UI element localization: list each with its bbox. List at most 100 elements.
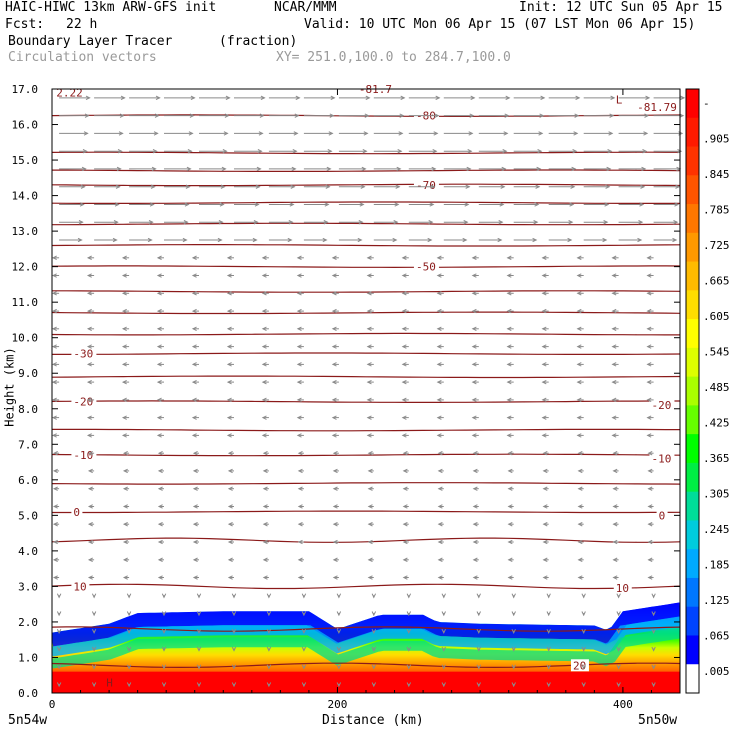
isotherm-line [51,375,681,379]
wind-vector-head [541,379,547,385]
wind-vector-head [192,504,198,509]
y-tick-label: 10.0 [12,332,39,345]
header-valid: Valid: 10 UTC Mon 06 Apr 15 (07 LST Mon … [304,17,696,32]
y-tick-label: 13.0 [12,225,39,238]
wind-vector-head [121,273,127,278]
wind-vector-head [542,450,548,456]
wind-vector-head [182,237,188,243]
wind-vector-head [191,433,197,438]
wind-vector-head [196,664,202,670]
wind-vector-head [401,415,407,420]
wind-vector-head [476,646,481,652]
wind-vector-head [161,628,167,634]
wind-vector-head [297,539,303,545]
wind-vector-head [507,504,513,509]
wind-vector-head [329,113,335,118]
wind-vector-head [471,415,477,420]
wind-vector-head [332,575,338,580]
wind-vector-head [52,468,58,474]
wind-vector-head [150,184,156,189]
wind-vector-head [504,113,510,118]
wind-vector-head [156,344,162,349]
wind-vector-head [126,611,132,617]
wind-vector-head [604,202,610,207]
wind-vector-head [227,468,233,474]
wind-vector-head [427,237,433,243]
wind-vector-head [646,433,652,438]
wind-vector-head [542,575,548,580]
wind-vector-head [297,450,303,456]
wind-vector-head [533,220,539,225]
wind-vector-head [571,166,577,172]
wind-vector-head [506,326,512,332]
wind-vector-head [157,504,163,509]
wind-vector-head [112,237,118,243]
wind-vector-head [220,184,226,189]
isotherm-label-bg [613,582,632,595]
wind-vector-head [402,450,408,456]
wind-vector-head [568,220,574,225]
isotherm-line [51,332,680,336]
wind-vector-head [647,450,653,456]
wind-vector-head [472,575,478,580]
wind-vector-head [539,113,545,118]
wind-vector-head [261,362,267,367]
y-tick-label: 5.0 [18,509,38,522]
wind-vector-head [401,291,407,296]
wind-vector-head [330,95,336,101]
y-tick-label: 1.0 [18,651,38,664]
wind-vector-head [505,95,511,101]
isotherm-label: -10 [651,453,671,466]
wind-vector-head [675,184,681,189]
wind-vector-head [646,326,652,332]
wind-vector-head [152,148,158,154]
wind-vector-head [396,166,402,172]
wind-vector-head [301,646,307,652]
wind-vector-head [191,291,197,296]
wind-vector-head [472,468,478,474]
colorbar-swatch [686,664,699,694]
wind-vector-head [366,326,372,332]
wind-vector-head [217,237,223,243]
wind-vector-head [367,557,373,562]
wind-vector-head [255,184,261,189]
wind-vector-head [297,504,303,509]
wind-vector-head [226,415,232,420]
wind-vector-head [226,397,232,403]
wind-vector-head [87,504,93,509]
wind-vector-head [87,522,93,527]
wind-vector-head [332,539,338,545]
isotherm-line [51,244,681,247]
wind-vector-head [640,184,646,189]
wind-vector-head [52,522,58,527]
colorbar-label: .125 [703,594,730,607]
wind-vector-head [472,450,478,456]
wind-vector-head [51,273,57,278]
wind-vector-head [87,486,93,491]
wind-vector-head [471,255,477,260]
colorbar-label: .725 [703,239,730,252]
wind-vector-head [476,628,481,634]
wind-vector-head [86,415,92,420]
header-fcst-value: 22 h [66,17,98,32]
header-fcst-label: Fcst: [5,17,45,32]
wind-vector-head [471,291,477,296]
colorbar-frame [685,88,700,694]
wind-vector-head [262,539,268,545]
y-tick-label: 12.0 [12,261,39,274]
wind-vector-head [402,522,408,527]
extremum-label: L [616,94,623,107]
wind-vector-head [507,539,513,545]
wind-vector-head [611,362,617,367]
wind-vector-head [616,593,621,599]
wind-vector-head [672,237,678,243]
wind-vector-head [157,486,163,491]
wind-vector-head [297,486,303,491]
wind-vector-head [261,344,267,349]
wind-vector-head [437,504,443,509]
wind-vector-head [51,344,57,349]
wind-vector-head [91,611,97,617]
wind-vector-head [674,202,680,207]
wind-vector-head [651,611,656,617]
wind-vector-head [148,220,154,225]
